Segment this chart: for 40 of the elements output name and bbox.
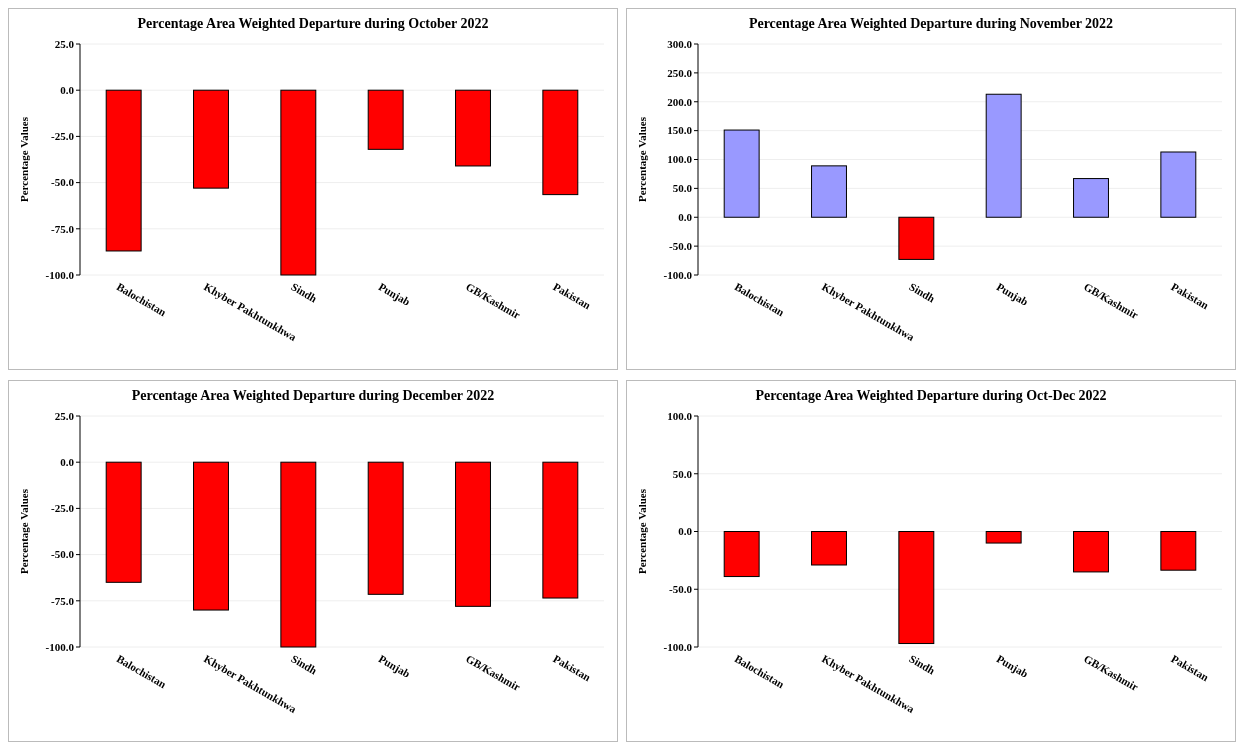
y-tick-label: -75.0 bbox=[51, 222, 75, 235]
y-tick-label: 100.0 bbox=[667, 409, 693, 422]
y-tick-label: -100.0 bbox=[663, 268, 693, 281]
y-tick-label: 50.0 bbox=[672, 467, 693, 480]
bar bbox=[811, 165, 847, 218]
y-tick-label: -50.0 bbox=[669, 583, 693, 596]
y-axis-title: Percentage Values bbox=[18, 488, 30, 575]
bar bbox=[1073, 178, 1109, 218]
y-tick-label: 100.0 bbox=[667, 153, 693, 166]
y-tick-label: -25.0 bbox=[51, 130, 75, 143]
y-tick-label: 0.0 bbox=[60, 84, 75, 97]
y-tick-label: 25.0 bbox=[54, 409, 75, 422]
y-tick-label: 300.0 bbox=[667, 37, 693, 50]
y-tick-label: -50.0 bbox=[51, 176, 75, 189]
chart-title: Percentage Area Weighted Departure during November 2022 bbox=[748, 16, 1114, 31]
y-axis-title: Percentage Values bbox=[18, 116, 30, 203]
bar bbox=[898, 216, 935, 260]
bar bbox=[1160, 151, 1197, 218]
y-tick-label: 200.0 bbox=[667, 95, 693, 108]
y-tick-label: 25.0 bbox=[54, 37, 75, 50]
bar bbox=[723, 129, 760, 218]
y-tick-label: -25.0 bbox=[51, 502, 75, 515]
y-tick-label: -100.0 bbox=[663, 640, 693, 653]
y-tick-label: -50.0 bbox=[51, 548, 75, 561]
chart-title: Percentage Area Weighted Departure during Oct-Dec 2022 bbox=[755, 388, 1107, 403]
y-tick-label: 0.0 bbox=[60, 456, 75, 469]
y-tick-label: 150.0 bbox=[667, 124, 693, 137]
y-tick-label: -75.0 bbox=[51, 594, 75, 607]
y-axis-title: Percentage Values bbox=[636, 488, 648, 575]
y-tick-label: 250.0 bbox=[667, 66, 693, 79]
y-tick-label: 0.0 bbox=[678, 211, 693, 224]
chart-title: Percentage Area Weighted Departure during December 2022 bbox=[131, 388, 495, 403]
y-tick-label: 0.0 bbox=[678, 525, 693, 538]
chart-title: Percentage Area Weighted Departure during October 2022 bbox=[137, 16, 489, 31]
y-tick-label: 50.0 bbox=[672, 182, 693, 195]
bar bbox=[985, 93, 1022, 218]
y-tick-label: -100.0 bbox=[45, 268, 75, 281]
y-axis-title: Percentage Values bbox=[636, 116, 648, 203]
y-tick-label: -50.0 bbox=[669, 239, 693, 252]
y-tick-label: -100.0 bbox=[45, 640, 75, 653]
